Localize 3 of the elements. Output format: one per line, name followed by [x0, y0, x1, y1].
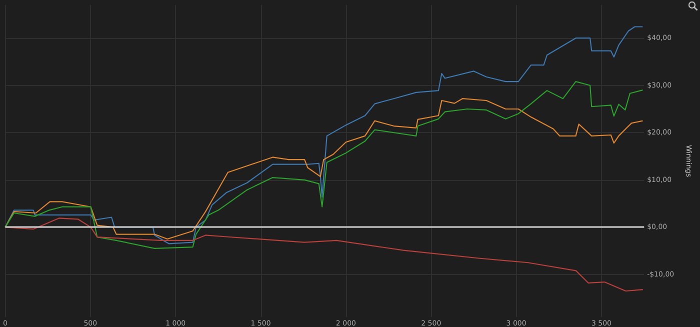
- line-series: [4, 26, 644, 244]
- line-series: [4, 98, 644, 240]
- line-series: [4, 81, 644, 250]
